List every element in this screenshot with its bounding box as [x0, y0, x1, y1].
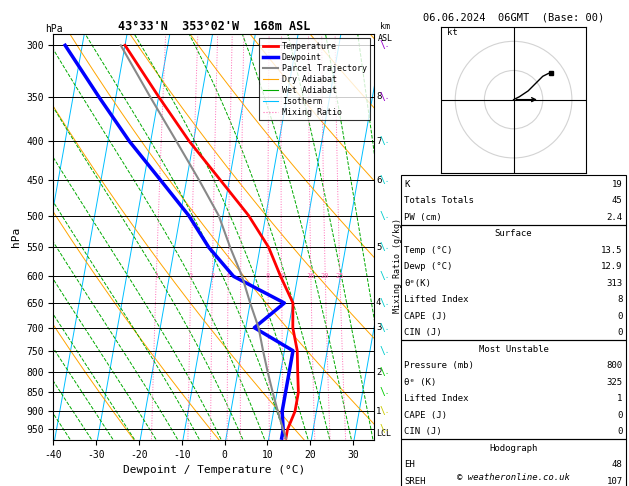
Text: .: . [384, 408, 389, 415]
Text: .: . [384, 212, 389, 219]
Text: Pressure (mb): Pressure (mb) [404, 361, 474, 370]
Text: 325: 325 [606, 378, 623, 387]
Text: CIN (J): CIN (J) [404, 427, 442, 436]
Text: 0: 0 [617, 411, 623, 420]
X-axis label: Dewpoint / Temperature (°C): Dewpoint / Temperature (°C) [123, 465, 305, 475]
Text: \: \ [379, 271, 385, 281]
Text: Lifted Index: Lifted Index [404, 394, 469, 403]
Text: \: \ [379, 346, 385, 356]
Text: 107: 107 [606, 477, 623, 486]
Text: \: \ [379, 136, 385, 146]
Text: \: \ [379, 367, 385, 377]
Text: Most Unstable: Most Unstable [479, 345, 548, 354]
Text: 0: 0 [617, 427, 623, 436]
Text: 12.9: 12.9 [601, 262, 623, 271]
Text: .: . [384, 177, 389, 183]
Text: 20: 20 [321, 273, 330, 279]
Text: .: . [384, 94, 389, 100]
Text: \: \ [379, 175, 385, 186]
Text: .: . [384, 427, 389, 433]
Text: Lifted Index: Lifted Index [404, 295, 469, 304]
Text: .: . [384, 138, 389, 144]
Text: Mixing Ratio (g/kg): Mixing Ratio (g/kg) [393, 218, 403, 312]
Text: Hodograph: Hodograph [489, 444, 538, 453]
Text: kt: kt [447, 29, 457, 37]
Text: 0: 0 [617, 328, 623, 337]
Text: \: \ [379, 298, 385, 308]
Text: EH: EH [404, 460, 415, 469]
Text: 8: 8 [376, 92, 381, 101]
Text: 4: 4 [226, 273, 230, 279]
Text: 8: 8 [617, 295, 623, 304]
Text: 1: 1 [154, 273, 159, 279]
Text: CAPE (J): CAPE (J) [404, 312, 447, 321]
Text: 2.4: 2.4 [606, 212, 623, 222]
Text: \: \ [379, 387, 385, 398]
Y-axis label: hPa: hPa [11, 227, 21, 247]
Text: ASL: ASL [377, 34, 392, 43]
Text: .: . [384, 325, 389, 330]
Text: Surface: Surface [495, 229, 532, 238]
Text: 3: 3 [210, 273, 214, 279]
Text: K: K [404, 179, 410, 189]
Text: 6: 6 [376, 176, 381, 185]
Text: 3: 3 [376, 323, 381, 332]
Text: 2: 2 [189, 273, 193, 279]
Text: 25: 25 [336, 273, 344, 279]
Text: .: . [384, 273, 389, 279]
Text: hPa: hPa [45, 24, 62, 34]
Text: SREH: SREH [404, 477, 426, 486]
Text: θᵉ(K): θᵉ(K) [404, 278, 431, 288]
Text: © weatheronline.co.uk: © weatheronline.co.uk [457, 473, 570, 482]
Text: 2: 2 [376, 368, 381, 377]
Text: .: . [384, 300, 389, 306]
Text: Dewp (°C): Dewp (°C) [404, 262, 453, 271]
Text: PW (cm): PW (cm) [404, 212, 442, 222]
Text: 45: 45 [612, 196, 623, 205]
Text: \: \ [379, 323, 385, 333]
Text: \: \ [379, 243, 385, 252]
Text: 06.06.2024  06GMT  (Base: 00): 06.06.2024 06GMT (Base: 00) [423, 12, 604, 22]
Text: CIN (J): CIN (J) [404, 328, 442, 337]
Text: \: \ [379, 210, 385, 221]
Text: 19: 19 [612, 179, 623, 189]
Text: 10: 10 [277, 273, 286, 279]
Legend: Temperature, Dewpoint, Parcel Trajectory, Dry Adiabat, Wet Adiabat, Isotherm, Mi: Temperature, Dewpoint, Parcel Trajectory… [259, 38, 370, 121]
Text: 4: 4 [376, 298, 381, 308]
Title: 43°33'N  353°02'W  168m ASL: 43°33'N 353°02'W 168m ASL [118, 20, 310, 33]
Text: CAPE (J): CAPE (J) [404, 411, 447, 420]
Text: Temp (°C): Temp (°C) [404, 245, 453, 255]
Text: 800: 800 [606, 361, 623, 370]
Text: θᵉ (K): θᵉ (K) [404, 378, 437, 387]
Text: 5: 5 [376, 243, 381, 252]
Text: 16: 16 [306, 273, 315, 279]
Text: 313: 313 [606, 278, 623, 288]
Text: .: . [384, 347, 389, 354]
Text: 0: 0 [617, 312, 623, 321]
Text: \: \ [379, 406, 385, 417]
Text: Totals Totals: Totals Totals [404, 196, 474, 205]
Text: 1: 1 [617, 394, 623, 403]
Text: .: . [384, 42, 389, 48]
Text: \: \ [379, 92, 385, 102]
Text: 13.5: 13.5 [601, 245, 623, 255]
Text: 7: 7 [376, 137, 381, 146]
Text: \: \ [379, 424, 385, 434]
Text: .: . [384, 389, 389, 396]
Text: .: . [384, 244, 389, 250]
Text: 5: 5 [238, 273, 243, 279]
Text: 48: 48 [612, 460, 623, 469]
Text: 8: 8 [266, 273, 270, 279]
Text: LCL: LCL [376, 429, 391, 438]
Text: 1: 1 [376, 407, 381, 416]
Text: km: km [380, 21, 390, 31]
Text: .: . [384, 369, 389, 375]
Text: \: \ [379, 40, 385, 51]
